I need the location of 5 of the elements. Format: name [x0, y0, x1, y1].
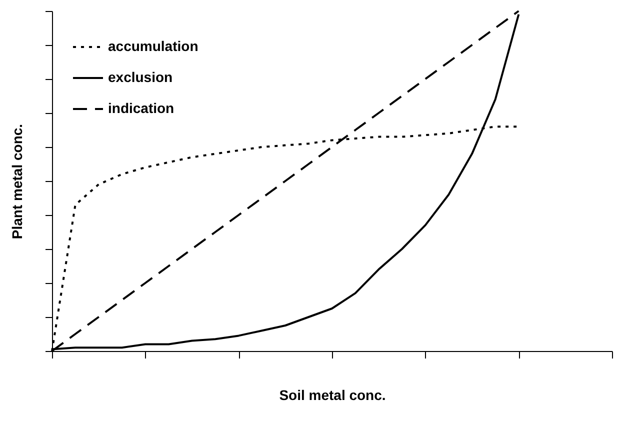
legend-label: exclusion: [108, 69, 173, 85]
legend-label: accumulation: [108, 38, 198, 54]
y-axis-title: Plant metal conc.: [9, 124, 25, 240]
x-axis-title: Soil metal conc.: [279, 387, 386, 403]
legend-label: indication: [108, 100, 174, 116]
